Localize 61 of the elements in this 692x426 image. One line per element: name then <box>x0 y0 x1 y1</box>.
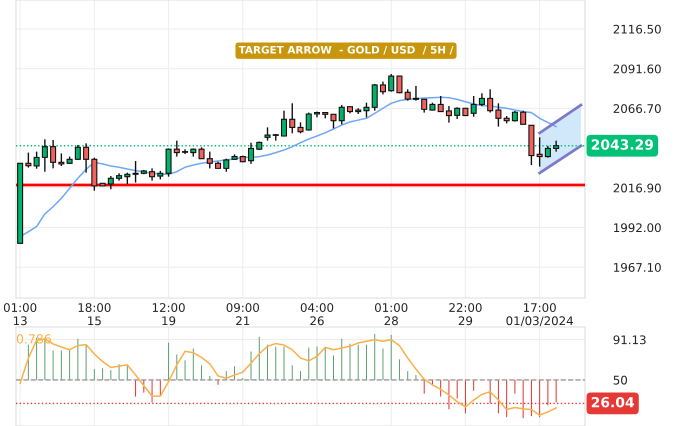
candlestick <box>132 160 139 184</box>
candlestick <box>223 158 230 172</box>
x-tick-label: 22:00 29 <box>449 303 482 326</box>
y-tick-label: 91.13 <box>614 335 646 344</box>
candlestick <box>487 88 494 114</box>
x-tick-label: 01:00 28 <box>374 303 408 326</box>
candlestick <box>289 102 296 134</box>
x-tick-label: 17:00 01/03/2024 <box>506 303 574 326</box>
candlestick <box>421 98 428 114</box>
x-tick-label: 18:00 15 <box>78 303 111 326</box>
ref-line-label: 2043.29 <box>592 139 654 150</box>
candlestick <box>363 102 370 118</box>
y-tick-label: 1967.10 <box>614 262 661 272</box>
candlestick <box>280 110 288 138</box>
ref-line-label: 26.04 <box>592 396 634 408</box>
candlestick <box>108 175 114 190</box>
y-tick-label: 2016.90 <box>614 184 661 192</box>
candlestick <box>495 102 502 128</box>
candlestick <box>198 146 205 160</box>
candlestick <box>330 114 337 130</box>
candlestick <box>396 75 402 94</box>
candlestick <box>42 138 48 172</box>
candlestick <box>470 95 477 118</box>
candlestick <box>438 95 444 112</box>
x-tick-label: 12:00 19 <box>152 303 185 326</box>
candlestick <box>446 105 452 124</box>
candlestick <box>58 152 64 167</box>
x-tick-label: 04:00 26 <box>300 303 334 326</box>
candlestick <box>544 145 551 158</box>
candlestick <box>149 168 156 182</box>
candlestick <box>306 112 312 132</box>
y-tick-label: 2091.60 <box>614 64 661 74</box>
candlestick <box>520 110 526 126</box>
candlestick <box>34 150 40 170</box>
y-tick-label: 50 <box>614 376 628 385</box>
candlestick <box>478 92 485 107</box>
candlestick <box>412 85 419 102</box>
candlestick <box>372 83 378 112</box>
candlestick <box>404 88 411 102</box>
x-tick-label: 09:00 21 <box>226 303 259 326</box>
candlestick <box>536 136 543 168</box>
candlestick <box>25 152 32 168</box>
candlestick <box>338 104 345 126</box>
y-tick-label: 2066.70 <box>614 104 661 114</box>
candlestick <box>388 73 394 92</box>
y-tick-label: 2116.50 <box>614 24 661 34</box>
candlestick <box>380 80 386 96</box>
candlestick <box>124 172 130 185</box>
candlestick <box>83 142 90 174</box>
x-tick-label: 01:00 13 <box>4 303 36 326</box>
y-tick-label: 1992.00 <box>614 223 661 232</box>
candlestick <box>50 139 56 170</box>
candlestick <box>264 126 271 142</box>
candlestick <box>74 144 81 161</box>
candlestick <box>248 142 254 165</box>
candlestick <box>174 140 180 158</box>
line-series <box>538 104 582 134</box>
candlestick <box>297 122 304 134</box>
candlestick <box>553 140 560 152</box>
text: TARGET ARROW - GOLD / USD / 5H / <box>238 46 454 54</box>
candlestick <box>206 150 213 170</box>
